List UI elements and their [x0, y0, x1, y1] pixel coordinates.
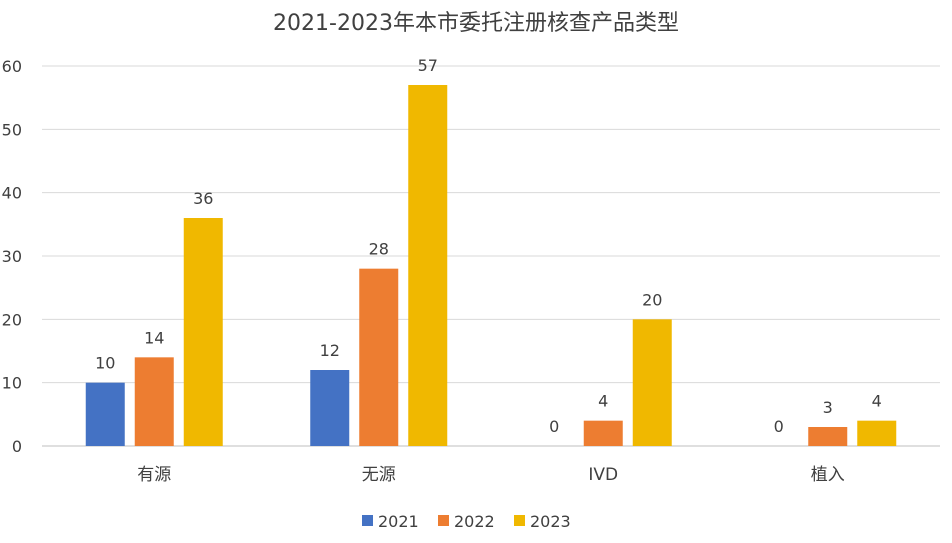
bar-2023-2	[632, 319, 672, 446]
category-label: 植入	[811, 465, 845, 485]
y-tick-label: 10	[2, 374, 22, 393]
data-label-2022-2: 4	[598, 392, 608, 411]
y-tick-label: 0	[12, 437, 22, 456]
x-axis-categories: 有源 无源 IVD 植入	[137, 465, 845, 485]
data-label-2021-0: 10	[95, 354, 115, 373]
data-label-2022-1: 28	[369, 240, 389, 259]
bar-2021-0	[85, 382, 125, 446]
data-label-2022-0: 14	[144, 328, 164, 347]
category-label: 有源	[137, 465, 171, 485]
category-label: 无源	[362, 465, 396, 485]
legend-label-2021: 2021	[378, 512, 419, 531]
data-label-2022-3: 3	[823, 398, 833, 417]
bar-2023-3	[857, 420, 897, 446]
y-axis-ticks: 0 10 20 30 40 50 60	[2, 57, 22, 456]
category-label: IVD	[588, 465, 618, 485]
bar-2023-0	[183, 218, 223, 446]
y-tick-label: 30	[2, 247, 22, 266]
data-label-2021-3: 0	[774, 417, 784, 436]
bar-2022-2	[583, 420, 623, 446]
data-label-2021-2: 0	[549, 417, 559, 436]
bar-2021-1	[310, 370, 350, 446]
data-label-2023-0: 36	[193, 189, 213, 208]
data-label-2023-2: 20	[642, 290, 662, 309]
legend-swatch-2023	[514, 515, 525, 526]
data-label-2021-1: 12	[320, 341, 340, 360]
legend-swatch-2022	[438, 515, 449, 526]
data-label-2023-1: 57	[418, 56, 438, 75]
data-label-2023-3: 4	[872, 392, 882, 411]
chart-title: 2021-2023年本市委托注册核查产品类型	[273, 11, 679, 36]
bar-2022-3	[808, 427, 848, 446]
bar-2023-1	[408, 85, 448, 446]
legend-swatch-2021	[362, 515, 373, 526]
bar-2022-1	[359, 268, 399, 446]
legend-label-2022: 2022	[454, 512, 495, 531]
y-tick-label: 20	[2, 310, 22, 329]
legend: 2021 2022 2023	[362, 512, 571, 531]
gridlines	[42, 65, 940, 447]
data-labels: 10 14 36 12 28 57 0 4 20 0 3 4	[95, 56, 882, 436]
legend-label-2023: 2023	[530, 512, 571, 531]
bar-2022-0	[134, 357, 174, 446]
y-tick-label: 40	[2, 184, 22, 203]
bars	[85, 85, 897, 446]
y-tick-label: 50	[2, 120, 22, 139]
y-tick-label: 60	[2, 57, 22, 76]
